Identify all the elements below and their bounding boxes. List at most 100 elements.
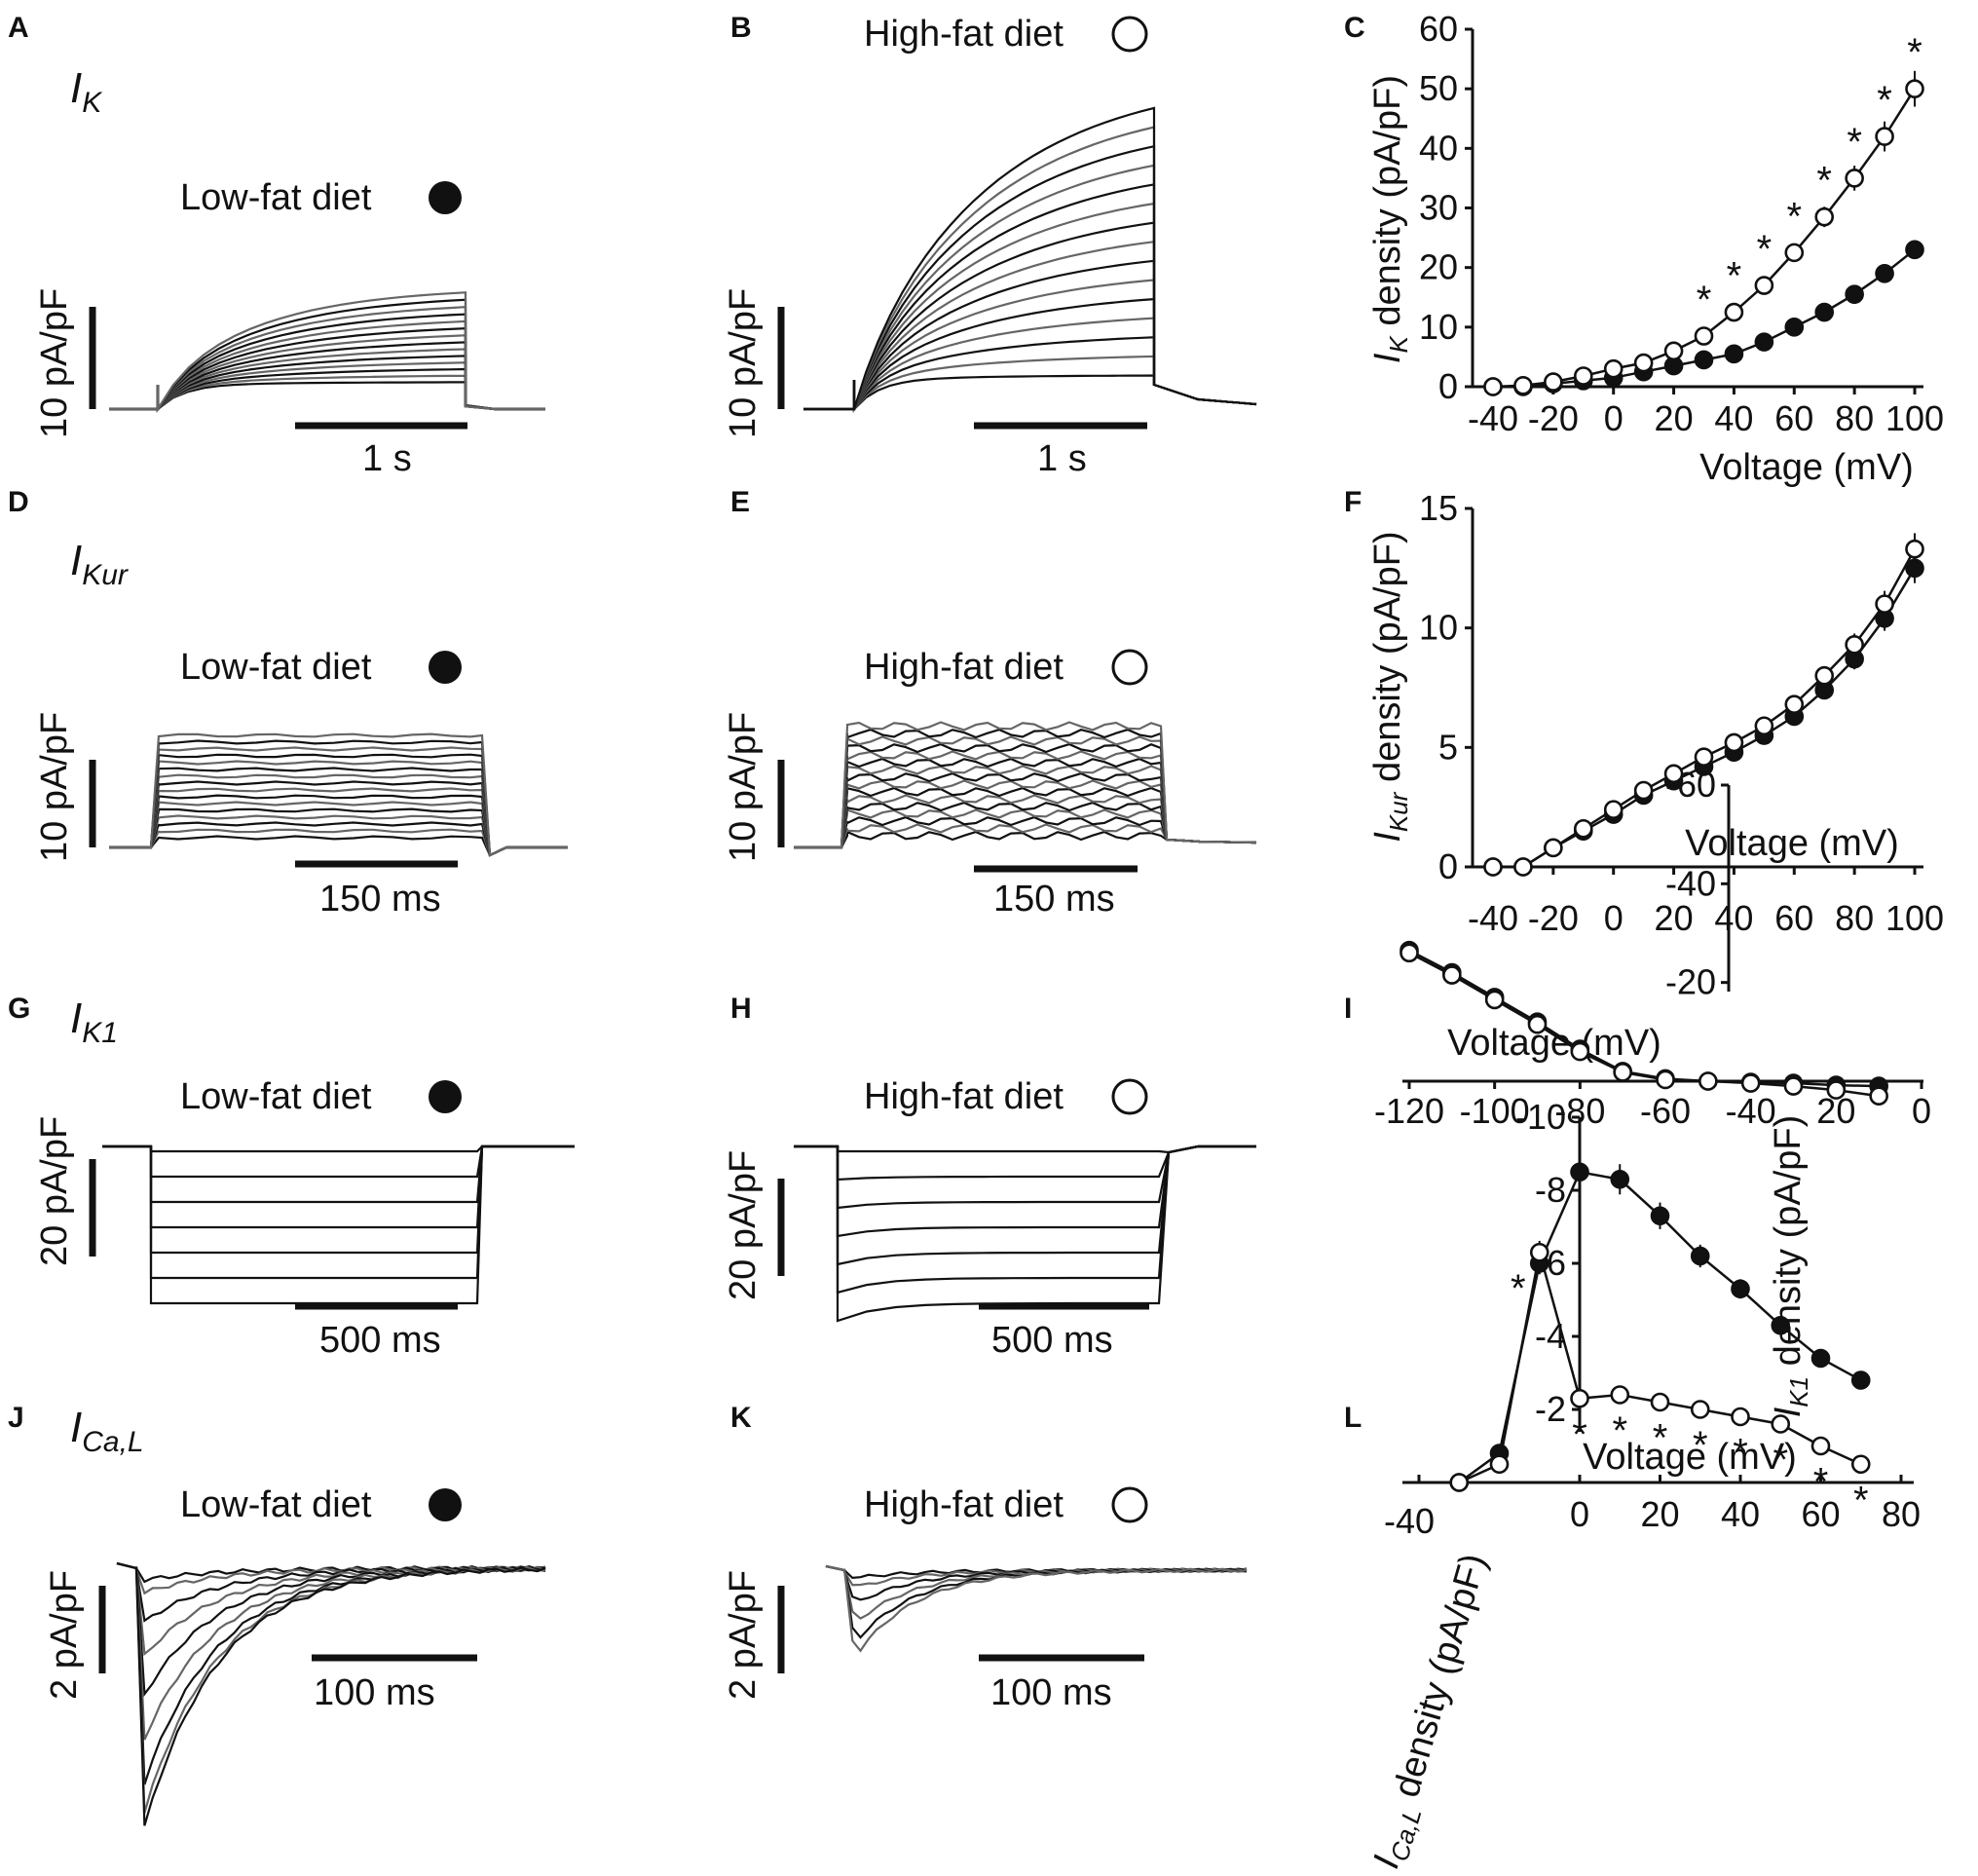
trace-a-6 bbox=[109, 341, 545, 412]
f-point-open bbox=[1573, 818, 1593, 839]
trace-e-12 bbox=[794, 742, 1257, 849]
trace-k-5 bbox=[825, 1564, 1248, 1653]
trace-d-15 bbox=[109, 732, 568, 857]
c-y-tick-label: 10 bbox=[1419, 307, 1458, 347]
f-x-axis-title: Voltage (mV) bbox=[1685, 823, 1899, 864]
l-point-open bbox=[1650, 1392, 1670, 1412]
trace-d-3 bbox=[109, 814, 568, 857]
trace-g-6 bbox=[102, 1144, 575, 1305]
l-point-filled bbox=[1731, 1279, 1750, 1299]
trace-e-1 bbox=[794, 823, 1257, 849]
l-significance-star: * bbox=[1612, 1409, 1627, 1452]
l-x-tick-label: 20 bbox=[1640, 1494, 1679, 1534]
i-y-tick-label: -20 bbox=[1665, 962, 1716, 1002]
l-y-tick-label: -10 bbox=[1515, 1097, 1566, 1137]
i-point-open bbox=[1484, 990, 1505, 1010]
current-label-ikur: IKur bbox=[70, 537, 129, 591]
trace-d-10 bbox=[109, 767, 568, 857]
trace-b-6 bbox=[803, 259, 1257, 411]
l-significance-star: * bbox=[1693, 1424, 1708, 1467]
l-significance-star: * bbox=[1733, 1432, 1748, 1475]
l-significance-star: * bbox=[1813, 1461, 1829, 1504]
trace-h-2 bbox=[794, 1144, 1256, 1210]
l-point-open bbox=[1570, 1388, 1589, 1408]
l-point-open bbox=[1610, 1385, 1630, 1405]
l-x-tick-label: 40 bbox=[1721, 1494, 1760, 1534]
trace-b-14 bbox=[803, 106, 1257, 411]
trace-e-7 bbox=[794, 779, 1257, 849]
l-point-open bbox=[1449, 1473, 1470, 1492]
legend-high-fat-k: High-fat diet bbox=[864, 1484, 1064, 1525]
l-y-tick-label: -2 bbox=[1535, 1389, 1566, 1429]
l-y-tick-label: -8 bbox=[1535, 1170, 1566, 1210]
scale-label-amp-k: 2 pA/pF bbox=[723, 1570, 764, 1700]
l-point-filled bbox=[1690, 1246, 1710, 1266]
current-label-ik: IK bbox=[70, 64, 103, 119]
c-point-open bbox=[1633, 353, 1654, 373]
l-x-tick-label: -40 bbox=[1384, 1501, 1435, 1541]
trace-e-5 bbox=[794, 794, 1257, 849]
trace-e-15 bbox=[794, 721, 1257, 849]
trace-g-3 bbox=[102, 1144, 575, 1229]
i-series-filled-line bbox=[1408, 949, 1880, 1088]
scale-label-amp-h: 20 pA/pF bbox=[723, 1150, 764, 1300]
f-point-open bbox=[1845, 635, 1864, 655]
c-significance-star: * bbox=[1786, 195, 1802, 238]
panel-label-f: F bbox=[1344, 486, 1362, 518]
c-point-open bbox=[1513, 375, 1533, 395]
scale-label-amp-j: 2 pA/pF bbox=[44, 1570, 85, 1700]
l-point-open bbox=[1731, 1407, 1750, 1427]
panel-label-h: H bbox=[730, 993, 752, 1025]
f-point-open bbox=[1544, 838, 1563, 858]
l-significance-star: * bbox=[1511, 1267, 1526, 1310]
i-point-open bbox=[1400, 943, 1419, 963]
i-point-open bbox=[1613, 1063, 1632, 1082]
c-x-tick-label: 40 bbox=[1714, 398, 1753, 438]
trace-k-4 bbox=[825, 1564, 1248, 1639]
l-point-open bbox=[1810, 1436, 1831, 1456]
trace-b-7 bbox=[803, 240, 1257, 411]
i-x-tick-label: -60 bbox=[1640, 1091, 1691, 1131]
f-point-open bbox=[1724, 732, 1744, 753]
trace-g-5 bbox=[102, 1144, 575, 1280]
trace-e-8 bbox=[794, 771, 1257, 849]
scale-label-time-j: 100 ms bbox=[314, 1672, 435, 1713]
f-y-axis-title: IKur density (pA/pF) bbox=[1367, 531, 1413, 842]
panel-label-b: B bbox=[730, 12, 752, 44]
trace-h-4 bbox=[794, 1144, 1256, 1266]
trace-e-9 bbox=[794, 765, 1257, 849]
trace-e-4 bbox=[794, 801, 1257, 849]
f-x-tick-label: 0 bbox=[1604, 898, 1623, 938]
i-x-tick-label: 0 bbox=[1912, 1091, 1931, 1131]
c-y-axis-title: IK density (pA/pF) bbox=[1367, 75, 1413, 363]
trace-d-9 bbox=[109, 773, 568, 857]
f-point-open bbox=[1754, 716, 1774, 736]
c-point-open bbox=[1544, 372, 1563, 392]
i-point-open bbox=[1698, 1071, 1718, 1091]
c-point-open bbox=[1694, 326, 1714, 346]
c-point-open bbox=[1724, 302, 1744, 322]
panel-label-a: A bbox=[8, 12, 29, 44]
trace-a-13 bbox=[109, 291, 545, 413]
trace-h-5 bbox=[794, 1144, 1256, 1294]
c-point-filled bbox=[1875, 263, 1894, 283]
i-point-open bbox=[1869, 1086, 1888, 1106]
trace-d-0 bbox=[109, 835, 568, 857]
c-point-open bbox=[1784, 243, 1805, 263]
f-point-open bbox=[1483, 857, 1503, 877]
l-point-filled bbox=[1771, 1315, 1791, 1335]
trace-d-1 bbox=[109, 828, 568, 857]
legend-open-marker-k bbox=[1111, 1486, 1148, 1523]
trace-e-6 bbox=[794, 786, 1257, 849]
i-x-tick-label: -100 bbox=[1460, 1091, 1530, 1131]
c-x-tick-label: 20 bbox=[1655, 398, 1694, 438]
trace-b-10 bbox=[803, 183, 1257, 411]
f-point-open bbox=[1814, 665, 1835, 686]
trace-g-2 bbox=[102, 1144, 575, 1204]
l-x-tick-label: 80 bbox=[1882, 1494, 1921, 1534]
c-x-tick-label: 80 bbox=[1835, 398, 1874, 438]
scale-label-time-g: 500 ms bbox=[319, 1320, 441, 1361]
l-point-open bbox=[1771, 1414, 1791, 1434]
c-significance-star: * bbox=[1816, 160, 1832, 203]
